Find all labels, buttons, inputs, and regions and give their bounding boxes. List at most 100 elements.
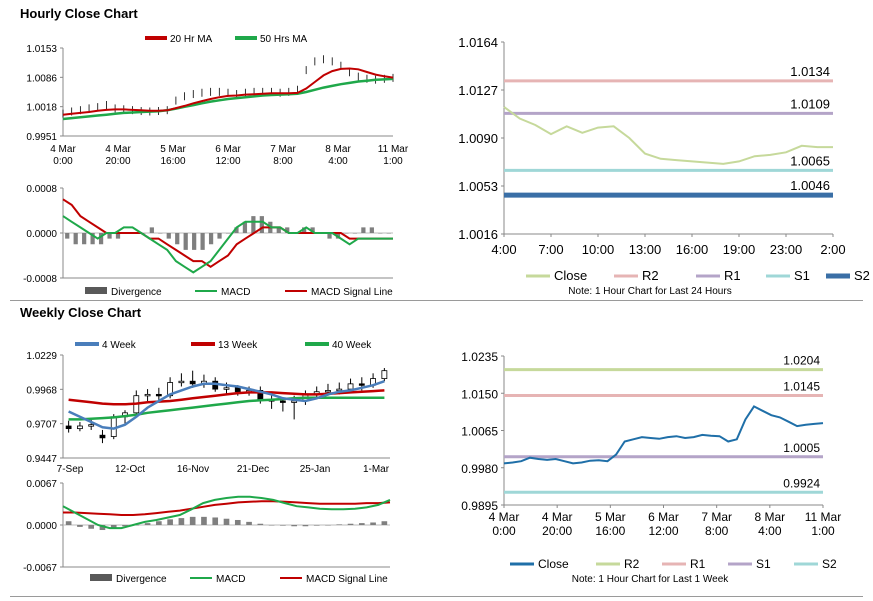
divergence-bar — [369, 227, 374, 233]
divergence-bar — [90, 233, 95, 245]
close-line — [503, 405, 824, 465]
divergence-bar — [276, 227, 281, 233]
divergence-bar — [327, 233, 332, 239]
legend-label: 50 Hrs MA — [260, 34, 308, 45]
y-tick-label: 1.0164 — [458, 35, 498, 50]
ma4-line — [68, 380, 385, 430]
divergence-bar — [246, 521, 252, 525]
divergence-bar — [166, 233, 171, 239]
level-label-s2: 1.0046 — [790, 178, 830, 193]
macd-line — [62, 495, 391, 530]
x-tick-label: 4 Mar — [50, 144, 76, 155]
level-label-r2: 1.0134 — [790, 64, 830, 79]
y-tick-label: 1.0018 — [26, 103, 57, 114]
y-tick-label: 1.0065 — [461, 425, 498, 439]
ma20-line — [62, 67, 394, 116]
divergence-bar — [370, 522, 376, 525]
y-tick-label: 1.0127 — [458, 83, 498, 98]
divergence-bar — [352, 233, 358, 234]
divergence-bar — [122, 525, 128, 527]
y-tick-label: 0.9980 — [461, 462, 498, 476]
divergence-bar — [178, 518, 185, 525]
divergence-bar — [223, 518, 230, 525]
legend-label: S1 — [756, 557, 771, 571]
divergence-bar — [189, 516, 196, 525]
divergence-bar — [285, 227, 290, 233]
bottom-divider — [10, 596, 863, 597]
weekly-section-title: Weekly Close Chart — [20, 305, 142, 320]
chart-note: Note: 1 Hour Chart for Last 1 Week — [572, 574, 730, 585]
divergence-bar — [291, 525, 297, 527]
candle-body — [110, 416, 117, 437]
y-tick-label: 1.0235 — [461, 350, 498, 364]
legend-label: MACD Signal Line — [306, 574, 388, 585]
candle-body — [155, 393, 162, 397]
y-tick-label: 0.0008 — [26, 184, 57, 195]
x-tick-label: 4:00 — [491, 242, 516, 257]
x-tick-label: 0:00 — [53, 156, 73, 167]
y-tick-label: 0.0000 — [26, 521, 57, 532]
x-tick-label: 5 Mar — [595, 510, 626, 524]
divergence-bar — [201, 516, 207, 525]
divergence-bar — [361, 227, 366, 233]
weekly-macd-chart: 0.0067 0.0000 -0.0067 Divergence MACD MACD Si… — [23, 479, 391, 585]
x-tick-label: 5 Mar — [160, 144, 186, 155]
divergence-bar — [386, 233, 391, 234]
x-tick-label: 6 Mar — [648, 510, 679, 524]
divergence-bar — [110, 525, 117, 529]
divergence-bar — [158, 233, 163, 234]
divergence-bar — [234, 227, 239, 233]
y-tick-label: 1.0090 — [458, 131, 498, 146]
x-tick-label: 6 Mar — [215, 144, 241, 155]
divergence-bar — [77, 525, 83, 527]
x-tick-label: 4 Mar — [105, 144, 131, 155]
x-tick-label: 19:00 — [723, 242, 756, 257]
divergence-bar — [217, 233, 222, 239]
candle-body — [381, 370, 388, 379]
divergence-bar — [192, 233, 197, 250]
y-tick-label: 0.9951 — [26, 132, 57, 143]
chart-note: Note: 1 Hour Chart for Last 24 Hours — [568, 286, 731, 297]
legend-label: 20 Hr MA — [170, 34, 213, 45]
x-tick-label: 4:00 — [328, 156, 348, 167]
x-tick-label: 1:00 — [383, 156, 403, 167]
x-tick-label: 16:00 — [595, 524, 625, 538]
y-tick-label: 1.0153 — [26, 44, 57, 55]
x-tick-label: 8:00 — [705, 524, 729, 538]
divergence-bar — [381, 521, 388, 525]
divergence-bar — [325, 525, 331, 526]
legend-label: 4 Week — [102, 340, 137, 351]
divergence-bar — [183, 233, 188, 250]
level-label-s1: 1.0005 — [783, 441, 820, 455]
macd-line — [62, 215, 393, 274]
divergence-bar — [268, 525, 275, 526]
divergence-bar — [313, 525, 320, 526]
x-tick-label: 12:00 — [648, 524, 678, 538]
ma50-line — [62, 77, 394, 121]
ma40-line — [68, 396, 385, 421]
divergence-bar — [98, 233, 104, 245]
weekly-price-chart: 4 Week 13 Week 40 Week 1.0229 0.9968 0.9707 0.… — [26, 340, 390, 475]
divergence-bar — [280, 525, 286, 526]
candle-body — [279, 400, 286, 403]
divergence-bar — [200, 233, 205, 250]
x-tick-label: 16-Nov — [177, 464, 209, 475]
y-tick-label: 1.0016 — [458, 227, 498, 242]
divergence-bar — [65, 233, 70, 239]
divergence-bar — [88, 525, 95, 529]
divergence-bar — [156, 521, 162, 525]
divergence-bar — [167, 519, 173, 525]
y-tick-label: 0.0067 — [26, 479, 57, 490]
x-tick-label: 8 Mar — [754, 510, 785, 524]
level-label-r1: 1.0145 — [783, 379, 820, 393]
y-tick-label: 1.0229 — [26, 351, 57, 362]
legend-label: 40 Week — [332, 340, 372, 351]
divergence-bar — [302, 227, 307, 233]
divergence-bar — [259, 216, 264, 233]
legend-swatch-0 — [85, 287, 107, 294]
y-tick-label: 1.0086 — [26, 73, 57, 84]
divergence-bar — [378, 233, 383, 234]
x-tick-label: 20:00 — [105, 156, 130, 167]
x-tick-label: 0:00 — [492, 524, 516, 538]
x-tick-label: 7 Mar — [270, 144, 296, 155]
